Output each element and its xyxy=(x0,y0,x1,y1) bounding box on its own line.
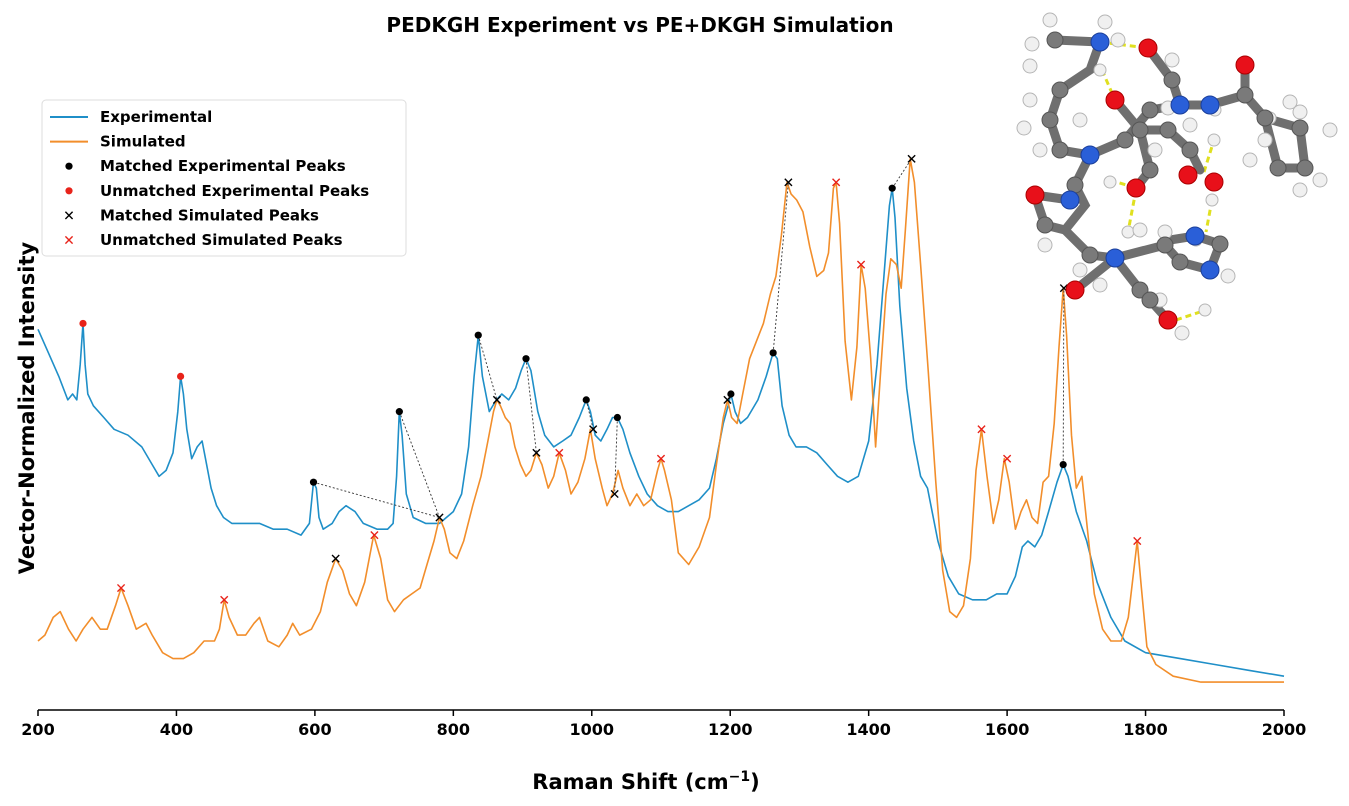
legend-item: Unmatched Simulated Peaks xyxy=(64,231,343,249)
x-tick-label: 400 xyxy=(160,720,193,739)
legend-frame xyxy=(41,99,407,257)
peak-match-line xyxy=(891,158,912,189)
unmatched-simulated-peak xyxy=(856,260,866,269)
legend-label: Unmatched Simulated Peaks xyxy=(100,231,343,249)
matched-experimental-peak xyxy=(309,478,318,486)
peak-match-line xyxy=(313,481,440,518)
unmatched-experimental-peak xyxy=(79,319,87,328)
unmatched-simulated-peak xyxy=(656,454,666,463)
peak-match-line xyxy=(477,335,498,401)
x-tick-label: 1000 xyxy=(570,720,615,739)
matched-experimental-peak xyxy=(522,355,530,363)
legend-swatch-cross xyxy=(64,211,74,220)
peak-match-line xyxy=(1062,288,1065,465)
legend-label: Matched Simulated Peaks xyxy=(100,206,319,224)
series-layer xyxy=(37,158,1285,683)
matched-experimental-peak xyxy=(1059,460,1067,469)
peak-match-lines xyxy=(313,158,1065,518)
unmatched-simulated-peak xyxy=(555,448,564,457)
legend-label: Experimental xyxy=(100,108,212,126)
x-ticks: 200 400 600 800 1000 1200 1400 1600 1800 2000 xyxy=(21,710,1306,739)
peak-match-line xyxy=(398,411,440,518)
x-tick-label: 1400 xyxy=(846,720,891,739)
matched-simulated-peak xyxy=(723,395,732,404)
plot-area: 200 400 600 800 1000 1200 1400 1600 1800 2000 xyxy=(21,154,1306,739)
x-tick-label: 1200 xyxy=(708,720,753,739)
unmatched-simulated-peak xyxy=(1003,454,1012,463)
matched-experimental-peak xyxy=(395,408,403,416)
matched-experimental-peak xyxy=(769,349,777,357)
x-axis-label-main: Raman Shift (cm xyxy=(532,770,728,794)
legend-item: Matched Simulated Peaks xyxy=(64,206,319,224)
legend-items: Experimental Simulated Matched Experimenta… xyxy=(50,108,369,249)
matched-simulated-peak xyxy=(435,513,444,522)
series-line-experimental xyxy=(37,187,1285,677)
matched-simulated-peak xyxy=(907,154,916,163)
legend-swatch-dot xyxy=(65,162,73,170)
x-tick-label: 200 xyxy=(21,720,54,739)
legend: Experimental Simulated Matched Experimenta… xyxy=(41,99,407,257)
legend-label: Matched Experimental Peaks xyxy=(100,157,346,175)
legend-item: Simulated xyxy=(50,133,186,151)
matched-simulated-peak xyxy=(589,425,598,434)
matched-simulated-peak xyxy=(492,395,502,404)
x-tick-label: 2000 xyxy=(1262,720,1307,739)
legend-item: Unmatched Experimental Peaks xyxy=(65,182,369,200)
legend-label: Simulated xyxy=(100,133,186,151)
matched-experimental-peak xyxy=(727,390,735,398)
x-tick-label: 1600 xyxy=(985,720,1030,739)
matched-simulated-peak xyxy=(610,489,619,499)
x-axis-label: Raman Shift (cm−1) xyxy=(532,769,759,794)
unmatched-simulated-peak xyxy=(832,178,841,187)
chart-title: PEDKGH Experiment vs PE+DKGH Simulation xyxy=(386,13,893,37)
y-axis-label: Vector-Normalized Intensity xyxy=(15,242,39,575)
series-line-simulated xyxy=(37,158,1284,683)
matched-experimental-peak xyxy=(613,413,621,422)
peak-match-line xyxy=(614,417,618,494)
unmatched-simulated-peak xyxy=(977,425,986,434)
x-axis-label-exponent: −1 xyxy=(729,769,750,785)
unmatched-simulated-peak xyxy=(116,583,126,593)
legend-item: Experimental xyxy=(50,108,212,126)
x-axis-label-close: ) xyxy=(750,770,760,794)
matched-simulated-peak xyxy=(532,448,541,457)
legend-swatch-cross xyxy=(64,235,74,245)
unmatched-simulated-peak xyxy=(370,531,379,540)
legend-swatch-dot xyxy=(65,187,73,195)
peak-match-line xyxy=(585,399,594,430)
molecule-structure-image xyxy=(1016,12,1338,341)
unmatched-experimental-peak xyxy=(176,372,185,380)
matched-experimental-peak xyxy=(582,396,590,404)
unmatched-simulated-peak xyxy=(220,595,229,604)
legend-label: Unmatched Experimental Peaks xyxy=(100,182,369,200)
matched-simulated-peak xyxy=(784,178,793,187)
peak-match-line xyxy=(772,182,789,353)
legend-item: Matched Experimental Peaks xyxy=(65,157,346,175)
x-tick-label: 600 xyxy=(298,720,331,739)
unmatched-simulated-peak xyxy=(1133,536,1142,546)
matched-experimental-peak xyxy=(474,331,482,339)
x-tick-label: 1800 xyxy=(1123,720,1168,739)
x-tick-label: 800 xyxy=(437,720,470,739)
matched-experimental-peak xyxy=(888,184,896,192)
matched-simulated-peak xyxy=(331,554,340,563)
